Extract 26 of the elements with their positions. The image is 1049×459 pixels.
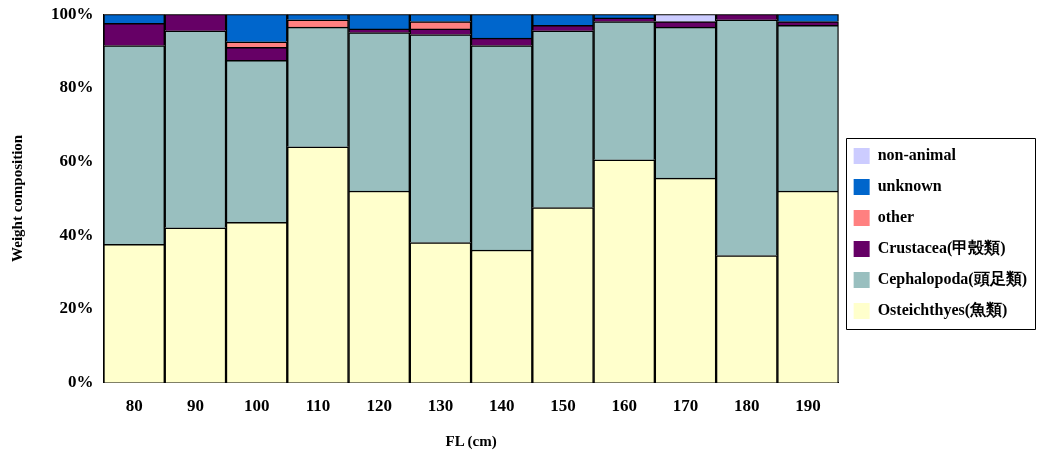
y-tick-label: 0% xyxy=(68,371,94,391)
y-tick-label: 100% xyxy=(51,3,94,23)
x-tick-label: 190 xyxy=(795,396,821,416)
y-axis-title: Weight composition xyxy=(8,134,25,262)
x-tick-label: 80 xyxy=(125,396,143,416)
x-tick-label: 100 xyxy=(243,396,270,416)
y-tick-label: 40% xyxy=(59,224,94,244)
y-tick-label: 60% xyxy=(59,150,94,170)
legend-label: non-animal xyxy=(877,146,957,164)
legend-label: other xyxy=(877,208,915,226)
x-tick-label: 160 xyxy=(611,396,637,416)
x-tick-label: 130 xyxy=(427,396,454,416)
legend-label: unknown xyxy=(877,177,942,195)
legend-label: Crustacea(甲殼類) xyxy=(877,239,1006,258)
x-tick-label: 90 xyxy=(186,396,204,416)
y-tick-label: 20% xyxy=(59,298,94,318)
legend-label: Cephalopoda(頭足類) xyxy=(877,270,1028,289)
y-tick-label: 80% xyxy=(59,77,94,97)
x-tick-label: 110 xyxy=(305,396,331,416)
x-axis-title: FL (cm) xyxy=(445,432,497,450)
x-tick-label: 180 xyxy=(734,396,760,416)
x-tick-label: 150 xyxy=(550,396,576,416)
x-tick-label: 120 xyxy=(366,396,392,416)
x-tick-label: 170 xyxy=(672,396,699,416)
legend-label: Osteichthyes(魚類) xyxy=(877,301,1008,320)
x-tick-label: 140 xyxy=(488,396,515,416)
